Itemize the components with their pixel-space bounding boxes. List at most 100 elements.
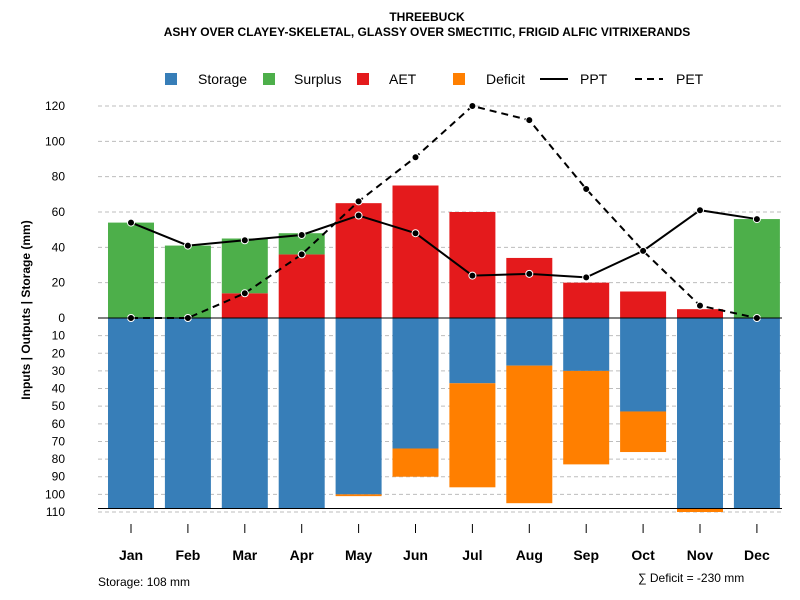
point-ppt-feb: [183, 241, 192, 250]
point-ppt-dec: [752, 215, 761, 224]
storage-footer: Storage: 108 mm: [98, 575, 190, 589]
bar-storage-aug: [506, 318, 553, 366]
point-pet-jul: [468, 102, 477, 110]
bar-aet-may: [335, 203, 382, 318]
point-ppt-nov: [696, 206, 704, 215]
chart-subtitle: ASHY OVER CLAYEY-SKELETAL, GLASSY OVER S…: [164, 25, 691, 39]
legend-label-aet: AET: [389, 71, 417, 87]
x-tick-label-jul: Jul: [462, 547, 482, 563]
bar-storage-jan: [108, 318, 154, 509]
bar-surplus-dec: [733, 219, 780, 318]
legend-label-deficit: Deficit: [486, 71, 525, 87]
bar-surplus-jan: [108, 222, 154, 318]
bar-surplus-mar: [221, 238, 268, 294]
point-ppt-aug: [525, 269, 534, 278]
point-pet-apr: [297, 250, 306, 259]
bar-storage-feb: [164, 318, 211, 509]
x-tick-label-dec: Dec: [744, 547, 770, 563]
bar-deficit-aug: [506, 365, 553, 504]
deficit-footer: ∑ Deficit = -230 mm: [638, 571, 744, 585]
legend: Storage Surplus AET Deficit PPT PET: [165, 71, 704, 87]
x-tick-label-oct: Oct: [631, 547, 655, 563]
bar-aet-nov: [677, 309, 723, 318]
x-tick-label-nov: Nov: [687, 547, 714, 563]
y-tick-label: 100: [45, 134, 65, 148]
bar-aet-oct: [620, 291, 667, 318]
y-tick-label: 60: [52, 205, 66, 219]
x-tick-label-feb: Feb: [175, 547, 200, 563]
legend-swatch-surplus: [263, 73, 275, 85]
bar-storage-sep: [563, 318, 610, 371]
bars: [108, 185, 780, 512]
bar-surplus-feb: [164, 245, 211, 318]
bar-storage-mar: [221, 318, 268, 509]
y-tick-label: 20: [52, 346, 66, 360]
bar-storage-jul: [449, 318, 496, 384]
y-tick-label: 80: [52, 170, 66, 184]
legend-label-pet: PET: [676, 71, 704, 87]
x-tick-label-jan: Jan: [119, 547, 143, 563]
legend-swatch-storage: [165, 73, 177, 85]
point-pet-sep: [582, 185, 591, 194]
legend-label-surplus: Surplus: [294, 71, 341, 87]
y-tick-label: 20: [52, 276, 66, 290]
x-tick-label-jun: Jun: [403, 547, 428, 563]
point-ppt-mar: [240, 236, 249, 245]
x-tick-label-mar: Mar: [232, 547, 257, 563]
bar-surplus-apr: [278, 233, 325, 255]
y-tick-label: 120: [45, 99, 65, 113]
point-pet-may: [354, 197, 363, 206]
x-tick-label-aug: Aug: [516, 547, 543, 563]
y-tick-label: 70: [52, 434, 66, 448]
y-axis-label: Inputs | Outputs | Storage (mm): [19, 220, 33, 399]
y-tick-label: 110: [46, 505, 65, 519]
y-tick-label: 60: [52, 417, 66, 431]
y-tick-label: 90: [52, 470, 66, 484]
bar-deficit-oct: [620, 411, 667, 453]
point-ppt-jun: [411, 229, 420, 238]
bar-deficit-jul: [449, 383, 496, 488]
point-pet-aug: [525, 116, 534, 125]
bar-deficit-jun: [392, 448, 439, 477]
y-tick-label: 0: [58, 311, 65, 325]
x-tick-label-apr: Apr: [290, 547, 315, 563]
y-tick-label: 10: [52, 329, 66, 343]
bar-aet-sep: [563, 282, 610, 318]
point-pet-oct: [639, 246, 648, 255]
point-ppt-apr: [297, 230, 306, 239]
y-tick-label: 100: [45, 487, 65, 501]
line-ppt: [130, 209, 758, 279]
bar-storage-dec: [733, 318, 780, 509]
bar-storage-may: [335, 318, 382, 495]
y-tick-label: 50: [52, 399, 66, 413]
y-tick-label: 30: [52, 364, 66, 378]
lines: [127, 102, 761, 322]
bar-aet-apr: [278, 254, 325, 318]
legend-swatch-deficit: [453, 73, 465, 85]
y-tick-label: 80: [52, 452, 66, 466]
point-ppt-jan: [127, 218, 135, 227]
gridlines: [98, 105, 782, 513]
bar-deficit-may: [335, 494, 382, 497]
bar-aet-mar: [221, 293, 268, 318]
point-pet-nov: [696, 301, 704, 310]
x-tick-label-may: May: [345, 547, 372, 563]
y-tick-label: 40: [52, 240, 66, 254]
point-ppt-may: [354, 211, 363, 220]
line-pet: [131, 104, 758, 319]
bar-deficit-sep: [563, 370, 610, 465]
bar-aet-jun: [392, 185, 439, 318]
bar-storage-oct: [620, 318, 667, 412]
bar-storage-apr: [278, 318, 325, 509]
legend-label-storage: Storage: [198, 71, 247, 87]
bar-aet-jul: [449, 212, 496, 318]
point-ppt-jul: [468, 271, 477, 280]
point-ppt-sep: [582, 273, 591, 282]
bar-aet-aug: [506, 257, 553, 318]
bar-storage-nov: [677, 318, 723, 509]
legend-swatch-aet: [357, 73, 369, 85]
y-tick-label: 40: [52, 382, 66, 396]
x-tick-label-sep: Sep: [573, 547, 599, 563]
legend-label-ppt: PPT: [580, 71, 608, 87]
point-pet-mar: [240, 289, 249, 298]
